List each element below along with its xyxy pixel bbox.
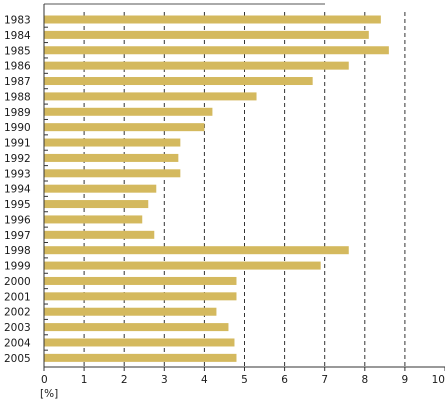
y-tick-label-1984: 1984 [4,30,31,42]
x-tick-label-6: 6 [281,374,288,386]
y-tick-label-1993: 1993 [4,168,31,180]
y-tick-label-1997: 1997 [4,230,31,242]
x-tick-label-10: 10 [432,374,445,386]
y-tick-label-2002: 2002 [4,307,31,319]
bar-1995 [44,200,149,209]
x-tick-label-0: 0 [41,374,48,386]
x-tick-label-4: 4 [201,374,208,386]
bar-1988 [44,92,257,101]
y-tick-label-1989: 1989 [4,107,31,119]
y-tick-label-2000: 2000 [4,276,31,288]
bar-1983 [44,15,381,24]
y-tick-label-1991: 1991 [4,138,31,150]
x-tick-label-3: 3 [161,374,168,386]
x-tick-label-1: 1 [81,374,88,386]
x-tick-label-7: 7 [321,374,328,386]
bar-1999 [44,261,321,270]
bar-2003 [44,323,229,332]
bar-1991 [44,138,181,147]
bar-2002 [44,307,217,316]
bars [44,15,389,362]
x-tick-label-2: 2 [121,374,128,386]
bar-1989 [44,107,213,116]
bar-1986 [44,61,349,70]
bar-1992 [44,153,179,162]
bar-2005 [44,353,237,362]
y-tick-label-1998: 1998 [4,245,31,257]
y-tick-label-1996: 1996 [4,214,31,226]
bar-1996 [44,215,143,224]
bar-1998 [44,246,349,255]
y-tick-label-2003: 2003 [4,322,31,334]
y-tick-label-1988: 1988 [4,91,31,103]
bar-1985 [44,46,389,55]
y-tick-label-1987: 1987 [4,76,31,88]
x-axis-labels: 0 1 2 3 4 5 6 7 8 9 10 [41,374,445,386]
gridlines [83,12,406,367]
y-tick-label-1992: 1992 [4,153,31,165]
y-tick-label-1990: 1990 [4,122,31,134]
y-tick-label-2004: 2004 [4,337,31,349]
y-tick-label-1995: 1995 [4,199,31,211]
y-tick-label-2001: 2001 [4,291,31,303]
bar-1994 [44,184,157,193]
y-tick-label-1983: 1983 [4,15,31,27]
x-unit-label: [%] [40,388,58,400]
x-tick-label-8: 8 [361,374,368,386]
y-tick-label-1999: 1999 [4,261,31,273]
y-tick-label-1985: 1985 [4,45,31,57]
bar-1990 [44,123,205,132]
x-tick-label-9: 9 [402,374,409,386]
y-tick-label-2005: 2005 [4,353,31,365]
x-tick-label-5: 5 [241,374,248,386]
bar-2001 [44,292,237,301]
bar-2004 [44,338,235,347]
bar-1993 [44,169,181,178]
bar-1997 [44,230,155,239]
bar-1984 [44,30,369,39]
bar-1987 [44,77,313,86]
y-axis-labels: 1983 1984 1985 1986 1987 1988 1989 1990 1991 1992… [4,15,31,365]
y-tick-label-1986: 1986 [4,61,31,73]
bar-2000 [44,276,237,285]
y-tick-label-1994: 1994 [4,184,31,196]
axes [43,4,445,371]
